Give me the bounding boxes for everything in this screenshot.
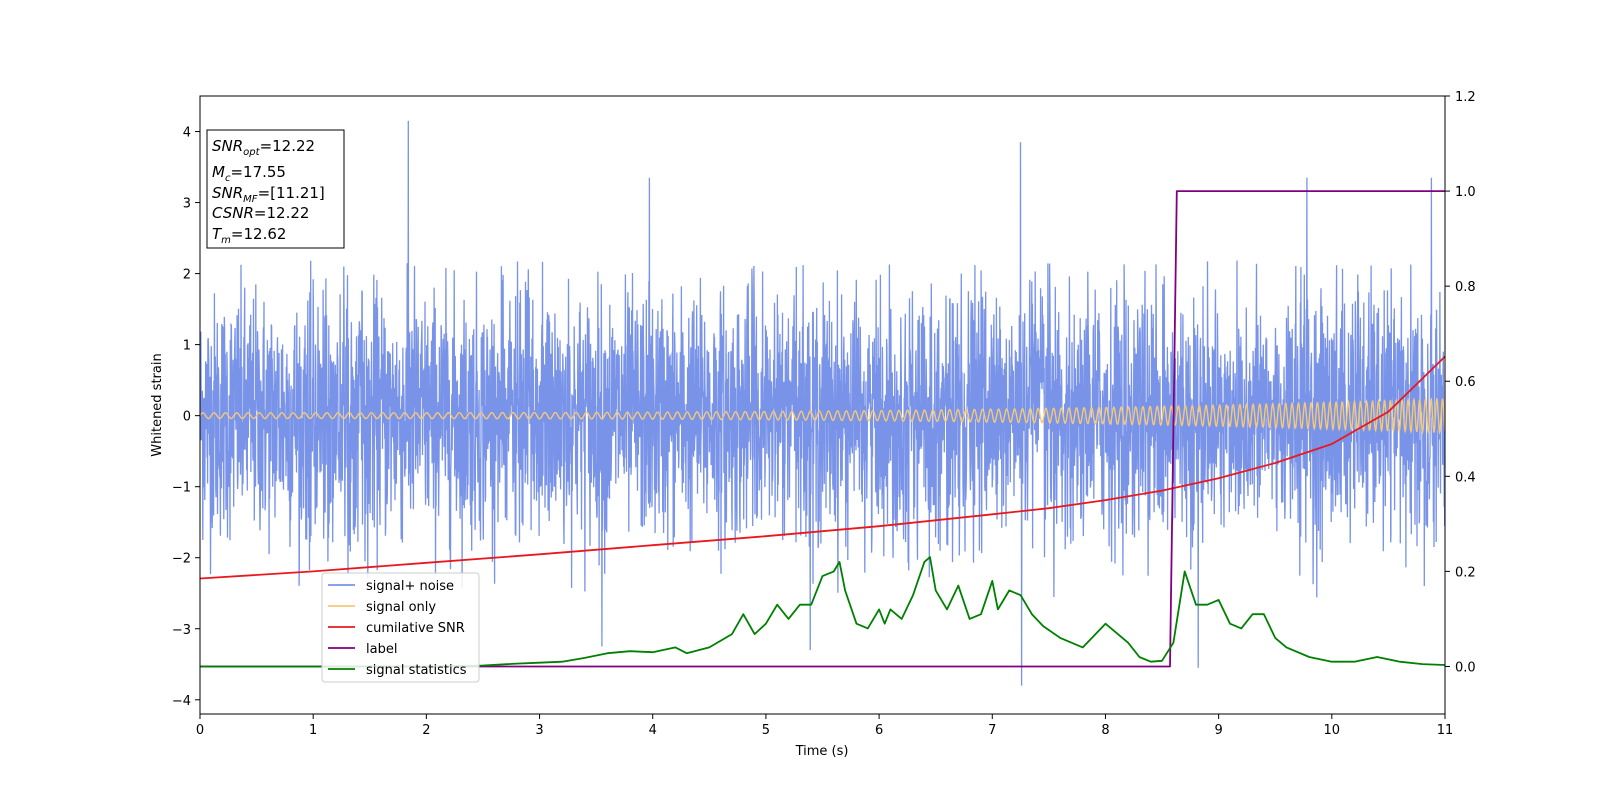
legend: signal+ noise signal only cumilative SNR la… (321, 572, 480, 683)
x-tick-label: 11 (1437, 723, 1454, 738)
plot-content (200, 120, 1445, 686)
y2-tick-label: 0.4 (1455, 470, 1476, 485)
y2-tick-label: 0.6 (1455, 375, 1476, 390)
annotation-frame (206, 129, 345, 249)
annotation-value: =[11.21] (258, 184, 325, 202)
annotation-value: =12.62 (231, 225, 287, 243)
annotation-symbol: M (212, 163, 225, 181)
legend-entry: signal statistics (366, 663, 467, 678)
x-tick-label: 1 (309, 723, 317, 738)
annotation-subscript: c (225, 173, 231, 184)
axes-frame (199, 95, 1446, 715)
annotation-subscript: MF (243, 194, 258, 205)
ticks: 0 1 2 3 4 5 6 7 8 9 10 11 −4 −3 −2 −1 0 1 2 3 4 0.0 0.2 0.4 0.6 0… (172, 90, 1476, 738)
annotation-line: Tm=12.62 (212, 225, 286, 246)
annotation-subscript: m (221, 235, 231, 246)
y-axis-label: Whitened strain (150, 353, 165, 456)
x-tick-label: 5 (762, 723, 770, 738)
annotation-line: SNRopt=12.22 (212, 137, 315, 158)
series-signal-only (200, 396, 1445, 435)
annotation-line: SNRMF=[11.21] (212, 184, 325, 205)
x-axis-label: Time (s) (795, 744, 849, 759)
y2-tick-label: 1.0 (1455, 185, 1476, 200)
x-tick-label: 2 (422, 723, 430, 738)
annotation-symbol: T (212, 225, 223, 243)
annotation-line: CSNR=12.22 (212, 204, 309, 222)
x-tick-label: 3 (535, 723, 543, 738)
legend-frame (321, 572, 480, 683)
x-tick-label: 10 (1324, 723, 1341, 738)
y-tick-label: 3 (183, 197, 191, 212)
x-tick-label: 8 (1101, 723, 1109, 738)
x-tick-label: 4 (649, 723, 657, 738)
annotation-box: SNRopt=12.22Mc=17.55SNRMF=[11.21]CSNR=12… (206, 129, 345, 249)
y2-tick-label: 0.0 (1455, 660, 1476, 675)
annotation-line: Mc=17.55 (212, 163, 286, 184)
legend-entry: signal+ noise (366, 579, 454, 594)
annotation-value: =12.22 (260, 137, 316, 155)
y2-tick-label: 1.2 (1455, 90, 1476, 105)
y-tick-label: −1 (172, 481, 191, 496)
x-tick-label: 7 (988, 723, 996, 738)
annotation-subscript: opt (243, 147, 260, 158)
y-tick-label: −4 (172, 694, 191, 709)
annotation-symbol: SNR (212, 137, 243, 155)
annotation-symbol: SNR (212, 184, 243, 202)
series-cumulative-snr (200, 355, 1445, 580)
x-tick-label: 0 (196, 723, 204, 738)
legend-entry: label (366, 642, 397, 657)
series-signal-statistics (200, 556, 1445, 668)
series-signal-noise (200, 120, 1445, 686)
y-tick-label: 1 (183, 339, 191, 354)
annotation-value: =17.55 (230, 163, 286, 181)
y-tick-label: 2 (183, 268, 191, 283)
y-tick-label: 4 (183, 126, 191, 141)
y-tick-label: −2 (172, 552, 191, 567)
x-tick-label: 9 (1214, 723, 1222, 738)
legend-entry: cumilative SNR (366, 621, 465, 636)
y2-tick-label: 0.2 (1455, 565, 1476, 580)
y2-tick-label: 0.8 (1455, 280, 1476, 295)
y-tick-label: −3 (172, 623, 191, 638)
legend-entry: signal only (366, 600, 436, 615)
annotation-value: =12.22 (254, 204, 310, 222)
series-label (200, 190, 1445, 668)
annotation-symbol: CSNR (212, 204, 254, 222)
y-tick-label: 0 (183, 410, 191, 425)
x-tick-label: 6 (875, 723, 883, 738)
